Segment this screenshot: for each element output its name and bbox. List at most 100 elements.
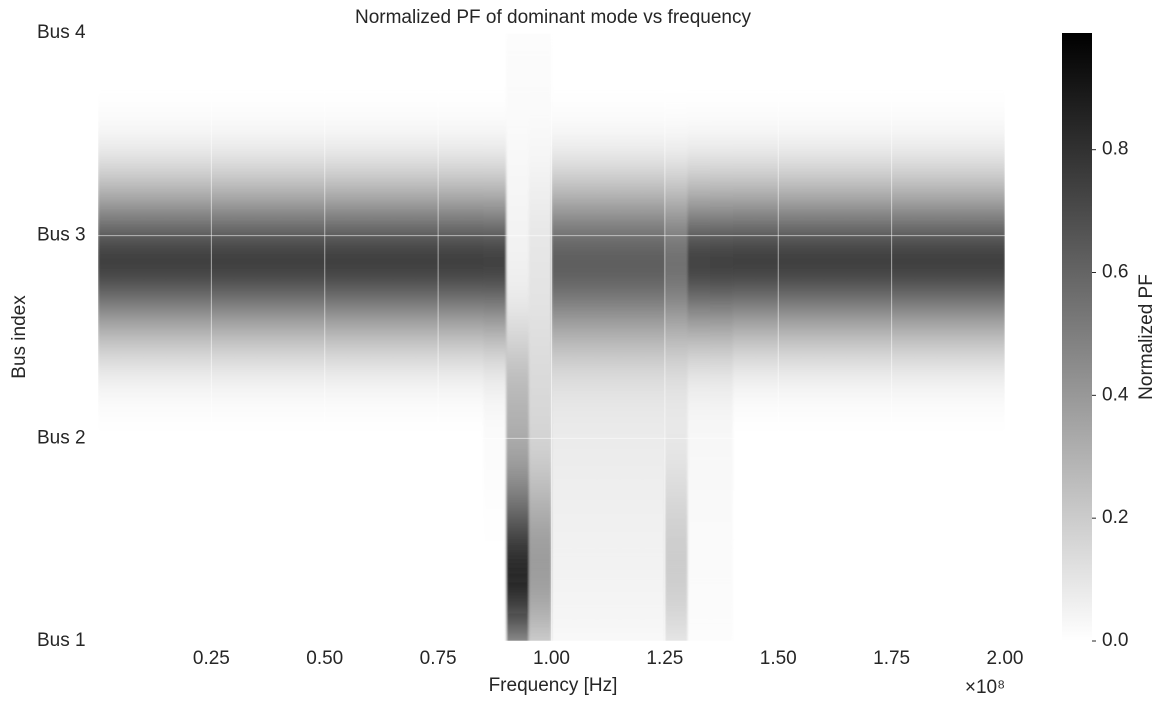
heatmap-cell	[868, 185, 893, 338]
heatmap-cell	[370, 33, 394, 186]
heatmap-cell	[959, 33, 983, 186]
heatmap-cell	[596, 337, 621, 490]
heatmap-cell	[234, 489, 258, 641]
heatmap-cell	[551, 337, 575, 490]
colorbar-label: Normalized PF	[1136, 274, 1157, 400]
heatmap-cell	[211, 337, 235, 490]
heatmap-cell	[506, 337, 530, 490]
heatmap-cell	[256, 489, 280, 641]
heatmap-cell	[959, 489, 983, 641]
heatmap-cell	[596, 33, 621, 186]
heatmap-cell	[460, 489, 485, 641]
heatmap-cell	[234, 337, 258, 490]
x-axis-label: Frequency [Hz]	[489, 675, 618, 696]
heatmap-cell	[664, 337, 689, 490]
heatmap-cell	[166, 337, 190, 490]
heatmap-cell	[528, 337, 553, 490]
heatmap-cells	[98, 33, 1005, 641]
heatmap-cell	[574, 337, 598, 490]
x-tick-label: 1.25	[646, 648, 683, 669]
heatmap-cell	[664, 185, 689, 338]
heatmap-cell	[664, 489, 689, 641]
heatmap-cell	[936, 33, 961, 186]
heatmap-cell	[324, 33, 349, 186]
heatmap-cell	[982, 337, 1005, 490]
heatmap-cell	[98, 33, 122, 186]
heatmap-cell	[506, 33, 530, 186]
heatmap-cell	[188, 33, 212, 186]
heatmap-cell	[143, 33, 167, 186]
heatmap-cell	[574, 489, 598, 641]
chart-title: Normalized PF of dominant mode vs freque…	[355, 7, 752, 28]
heatmap-cell	[347, 337, 371, 490]
heatmap-cell	[143, 337, 167, 490]
heatmap-cell	[392, 337, 417, 490]
colorbar-tick-label: 0.8	[1102, 139, 1128, 160]
heatmap-cell	[143, 185, 167, 338]
heatmap-cell	[279, 33, 303, 186]
heatmap-cell	[687, 489, 711, 641]
heatmap-cell	[642, 337, 666, 490]
heatmap-cell	[868, 33, 893, 186]
heatmap-cell	[732, 337, 757, 490]
y-tick-label: Bus 2	[37, 427, 86, 448]
heatmap-cell	[188, 489, 212, 641]
heatmap-cell	[800, 337, 825, 490]
heatmap-cell	[846, 489, 870, 641]
heatmap-cell	[800, 33, 825, 186]
heatmap-cell	[846, 337, 870, 490]
heatmap-cell	[755, 489, 779, 641]
heatmap-cell	[347, 185, 371, 338]
heatmap-cell	[392, 185, 417, 338]
heatmap-cell	[619, 33, 643, 186]
heatmap-cell	[936, 489, 961, 641]
heatmap-cell	[438, 33, 462, 186]
heatmap-cell	[302, 33, 326, 186]
heatmap-cell	[914, 489, 938, 641]
heatmap-cell	[438, 337, 462, 490]
heatmap-cell	[755, 185, 779, 338]
heatmap-cell	[732, 489, 757, 641]
heatmap-cell	[347, 33, 371, 186]
heatmap-cell	[687, 185, 711, 338]
heatmap-cell	[415, 337, 439, 490]
heatmap-cell	[98, 185, 122, 338]
heatmap-cell	[166, 489, 190, 641]
heatmap-cell	[234, 185, 258, 338]
heatmap-cell	[800, 185, 825, 338]
heatmap-cell	[982, 185, 1005, 338]
heatmap-cell	[279, 489, 303, 641]
x-tick-label: 0.50	[306, 648, 343, 669]
heatmap-cell	[120, 337, 144, 490]
x-tick-label: 1.50	[760, 648, 797, 669]
heatmap-cell	[914, 185, 938, 338]
heatmap-cell	[370, 185, 394, 338]
heatmap-cell	[120, 33, 144, 186]
heatmap-cell	[188, 185, 212, 338]
heatmap-cell	[891, 337, 915, 490]
heatmap-cell	[846, 33, 870, 186]
heatmap-cell	[936, 185, 961, 338]
heatmap-cell	[528, 185, 553, 338]
colorbar	[1062, 33, 1092, 641]
heatmap-cell	[619, 489, 643, 641]
heatmap-cell	[211, 33, 235, 186]
heatmap-cell	[642, 489, 666, 641]
heatmap-cell	[460, 33, 485, 186]
colorbar-tick-label: 0.4	[1102, 384, 1129, 405]
heatmap-cell	[211, 489, 235, 641]
heatmap-cell	[778, 337, 802, 490]
heatmap-cell	[800, 489, 825, 641]
heatmap-cell	[596, 489, 621, 641]
heatmap-cell	[256, 337, 280, 490]
x-offset-label: ×10⁸	[965, 677, 1005, 698]
heatmap-cell	[936, 337, 961, 490]
heatmap-cell	[460, 185, 485, 338]
y-tick-label: Bus 4	[37, 22, 86, 43]
heatmap-cell	[166, 185, 190, 338]
heatmap-cell	[143, 489, 167, 641]
heatmap-cell	[483, 337, 507, 490]
heatmap-cell	[98, 489, 122, 641]
heatmap-cell	[256, 33, 280, 186]
heatmap-cell	[506, 185, 530, 338]
